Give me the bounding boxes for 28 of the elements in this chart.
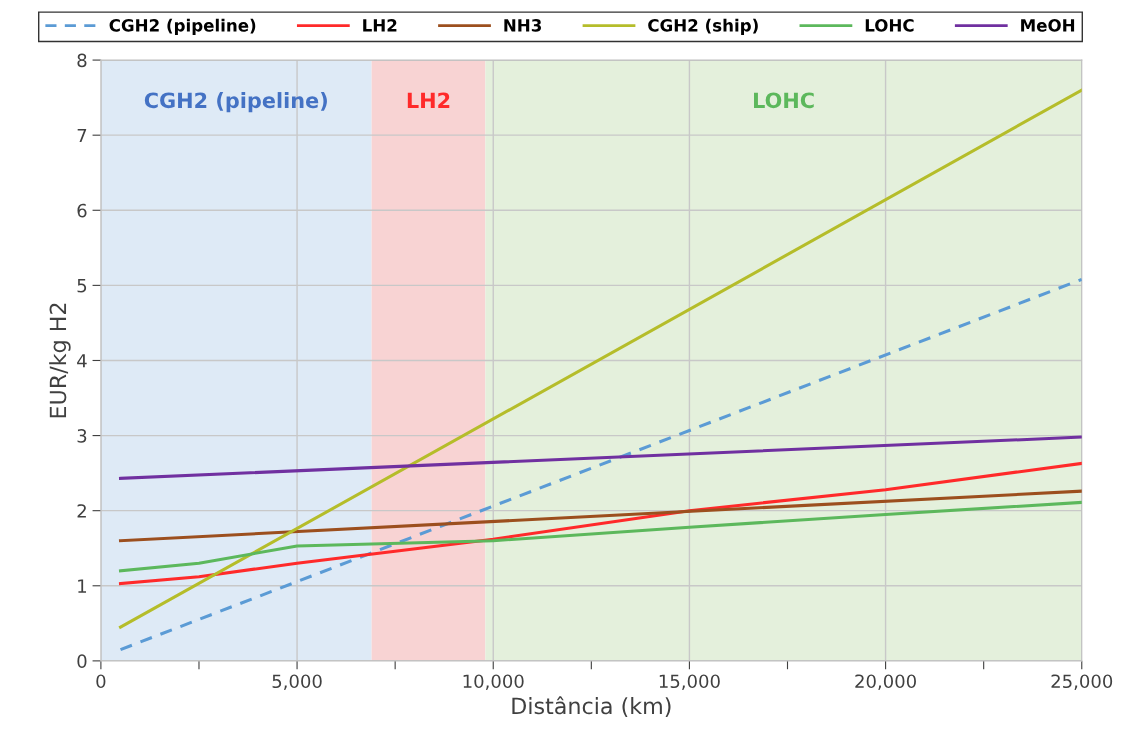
y-tick-label: 2 [77,504,86,518]
y-tick-label: 4 [77,354,87,368]
y-tick-label: 1 [78,579,87,593]
y-axis-title: EUR/kg H2 [49,303,71,418]
legend-label: CGH2 (pipeline) [109,18,256,35]
y-tick-label: 5 [77,279,87,293]
line-series [118,500,1082,573]
x-tick-label: 20,000 [855,674,916,690]
legend-label: NH3 [504,19,542,32]
legend-label: CGH2 (ship) [648,18,758,35]
legend-label: LH2 [363,19,397,32]
legend-label: LOHC [865,19,914,32]
x-axis-title: Distância (km) [512,696,671,717]
band-label: LOHC [754,92,814,109]
legend-label: MeOH [1021,19,1075,32]
x-tick-label: 25,000 [1051,674,1113,690]
y-tick-label: 3 [77,429,87,443]
x-tick-label: 0 [96,674,106,689]
x-tick-label: 5,000 [272,674,322,690]
y-tick-label: 0 [77,654,87,668]
y-tick-label: 7 [77,128,87,143]
band-label: LH2 [407,92,450,108]
x-tick-label: 10,000 [463,674,524,690]
band-label: CGH2 (pipeline) [144,92,327,113]
line-series [118,461,1082,586]
y-tick-label: 6 [77,203,87,218]
y-tick-label: 8 [77,53,87,68]
x-tick-label: 15,000 [659,674,720,690]
